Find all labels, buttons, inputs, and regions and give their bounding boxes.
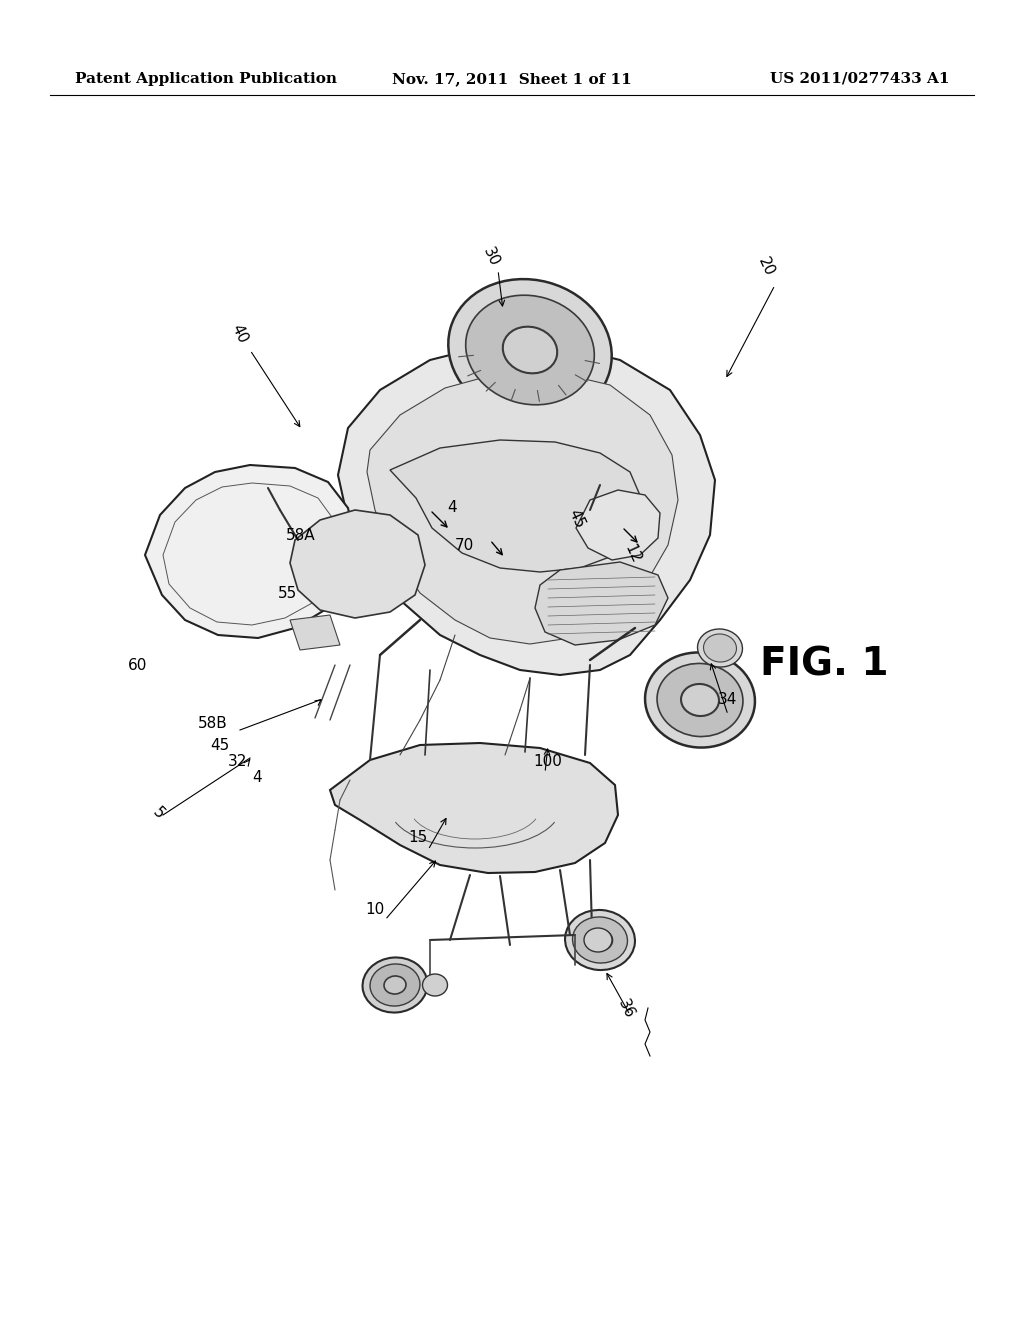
Text: 55: 55 bbox=[278, 586, 297, 601]
Ellipse shape bbox=[466, 296, 594, 405]
Polygon shape bbox=[330, 743, 618, 873]
Ellipse shape bbox=[362, 957, 427, 1012]
Ellipse shape bbox=[645, 652, 755, 747]
Ellipse shape bbox=[657, 664, 743, 737]
Polygon shape bbox=[145, 465, 355, 638]
Text: Patent Application Publication: Patent Application Publication bbox=[75, 73, 337, 86]
Text: 4: 4 bbox=[447, 500, 457, 516]
Text: 12: 12 bbox=[622, 541, 643, 565]
Text: FIG. 1: FIG. 1 bbox=[760, 645, 889, 684]
Polygon shape bbox=[290, 510, 425, 618]
Text: 36: 36 bbox=[615, 997, 637, 1020]
Text: 10: 10 bbox=[365, 903, 384, 917]
Ellipse shape bbox=[503, 326, 557, 374]
Polygon shape bbox=[535, 562, 668, 645]
Text: 60: 60 bbox=[128, 657, 147, 672]
Ellipse shape bbox=[588, 929, 612, 950]
Text: 34: 34 bbox=[718, 693, 737, 708]
Text: 58B: 58B bbox=[198, 717, 227, 731]
Polygon shape bbox=[290, 615, 340, 649]
Text: 58A: 58A bbox=[286, 528, 315, 543]
Text: 5: 5 bbox=[150, 805, 167, 822]
Text: 40: 40 bbox=[228, 322, 250, 346]
Text: 45: 45 bbox=[565, 507, 587, 531]
Ellipse shape bbox=[703, 634, 736, 663]
Ellipse shape bbox=[681, 684, 719, 715]
Text: 30: 30 bbox=[480, 244, 502, 269]
Ellipse shape bbox=[449, 279, 611, 421]
Ellipse shape bbox=[584, 928, 612, 952]
Text: 45: 45 bbox=[210, 738, 229, 752]
Text: 32: 32 bbox=[228, 755, 248, 770]
Ellipse shape bbox=[423, 974, 447, 997]
Text: 20: 20 bbox=[756, 255, 777, 279]
Polygon shape bbox=[338, 345, 715, 675]
Text: 15: 15 bbox=[408, 830, 427, 846]
Polygon shape bbox=[367, 372, 678, 644]
Ellipse shape bbox=[572, 917, 628, 964]
Text: Nov. 17, 2011  Sheet 1 of 11: Nov. 17, 2011 Sheet 1 of 11 bbox=[392, 73, 632, 86]
Text: 4: 4 bbox=[252, 771, 261, 785]
Text: US 2011/0277433 A1: US 2011/0277433 A1 bbox=[770, 73, 950, 86]
Text: 100: 100 bbox=[534, 755, 562, 770]
Ellipse shape bbox=[565, 909, 635, 970]
Ellipse shape bbox=[370, 964, 420, 1006]
Text: 70: 70 bbox=[455, 537, 474, 553]
Ellipse shape bbox=[384, 975, 406, 994]
Polygon shape bbox=[575, 490, 660, 560]
Ellipse shape bbox=[697, 628, 742, 667]
Polygon shape bbox=[390, 440, 642, 572]
